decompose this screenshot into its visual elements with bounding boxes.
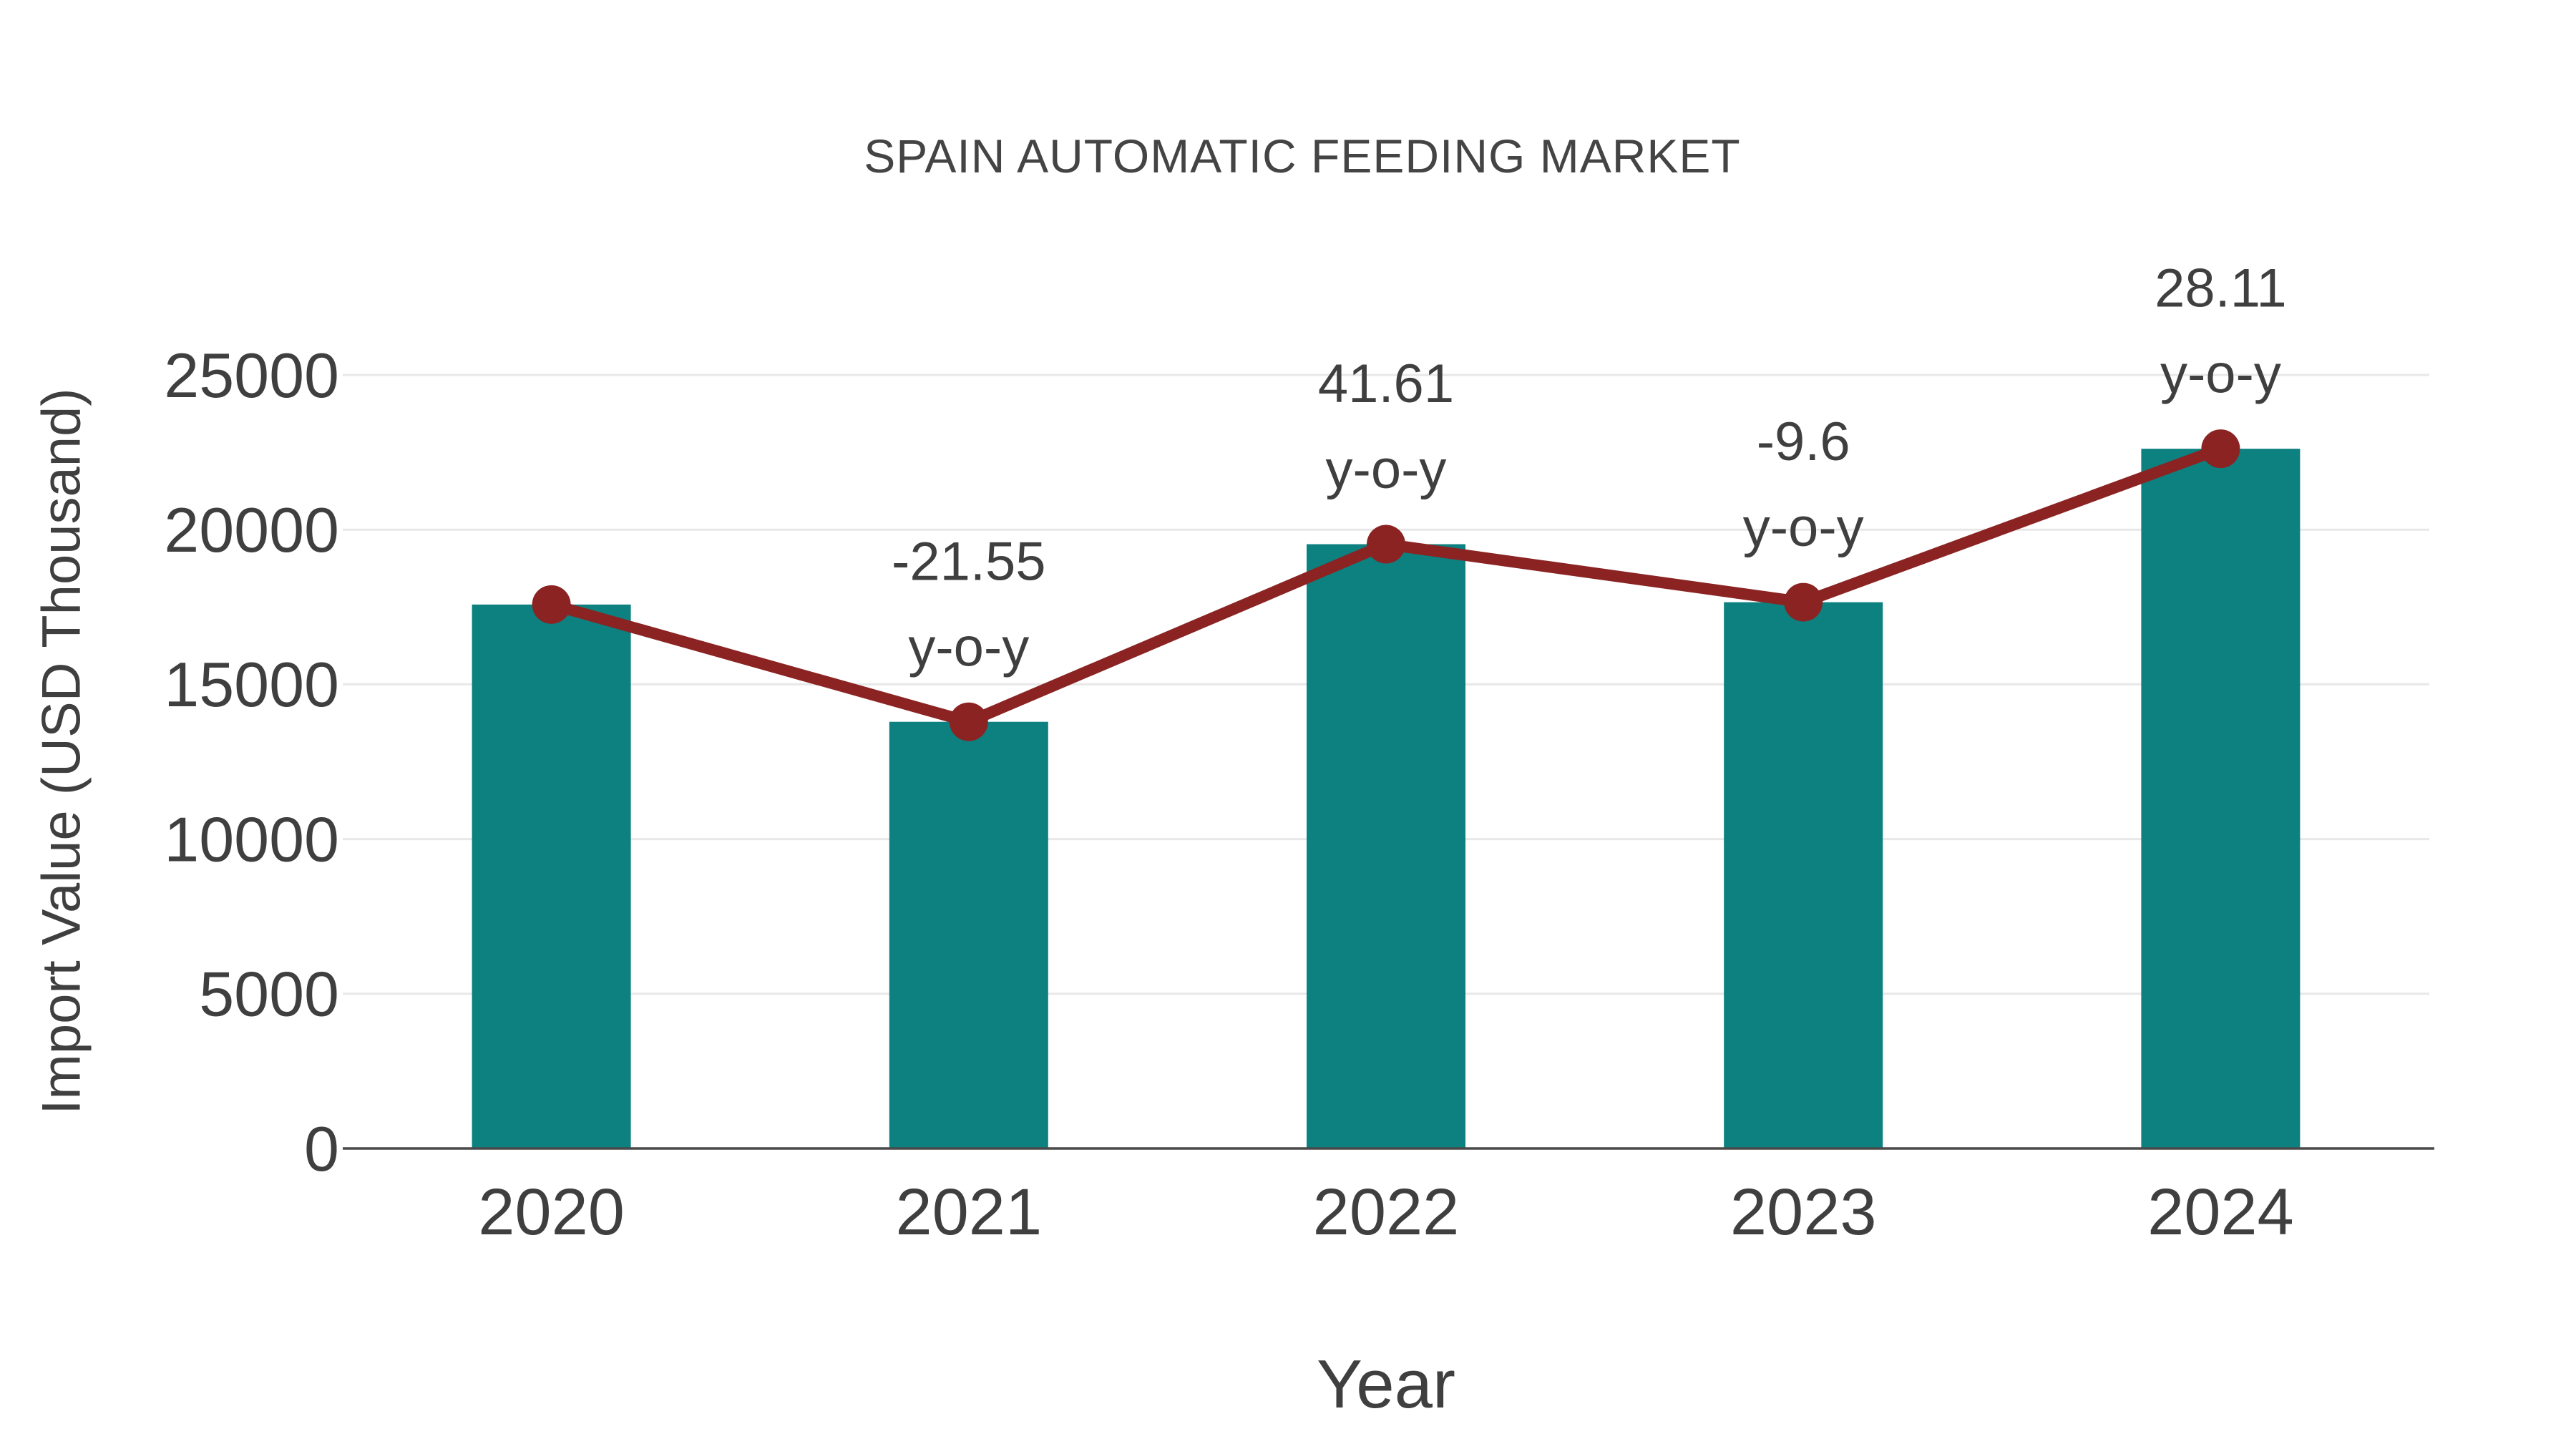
y-tick-label: 15000	[164, 649, 339, 720]
annotation-suffix: y-o-y	[2160, 344, 2281, 405]
y-tick-label: 25000	[164, 340, 339, 411]
y-tick-label: 20000	[164, 494, 339, 565]
annotation-value: 41.61	[1318, 353, 1454, 414]
bar-2020	[472, 604, 631, 1148]
x-tick-label: 2024	[2147, 1176, 2294, 1249]
bar-2021	[889, 721, 1048, 1148]
annotation-suffix: y-o-y	[1326, 439, 1447, 500]
marker-2022	[1367, 525, 1405, 564]
y-tick-label: 0	[304, 1113, 339, 1184]
y-tick-label: 5000	[199, 959, 339, 1030]
marker-2021	[949, 702, 988, 741]
marker-2023	[1784, 582, 1823, 622]
x-tick-label: 2023	[1730, 1176, 1877, 1249]
bar-2023	[1724, 602, 1883, 1148]
marker-2024	[2201, 429, 2240, 469]
bar-2022	[1307, 544, 1465, 1148]
annotation-value: -21.55	[892, 531, 1046, 592]
annotation-value: 28.11	[2155, 258, 2287, 319]
y-tick-label: 10000	[164, 804, 339, 874]
x-tick-label: 2022	[1313, 1176, 1460, 1249]
x-tick-label: 2021	[895, 1176, 1042, 1249]
x-axis-title: Year	[1317, 1346, 1455, 1423]
annotation-value: -9.6	[1757, 411, 1850, 472]
annotation-suffix: y-o-y	[1743, 497, 1864, 558]
x-tick-label: 2020	[478, 1176, 625, 1249]
chart-title: SPAIN AUTOMATIC FEEDING MARKET	[864, 130, 1741, 182]
annotation-suffix: y-o-y	[908, 617, 1029, 678]
bar-2024	[2141, 449, 2301, 1148]
marker-2020	[532, 585, 571, 624]
